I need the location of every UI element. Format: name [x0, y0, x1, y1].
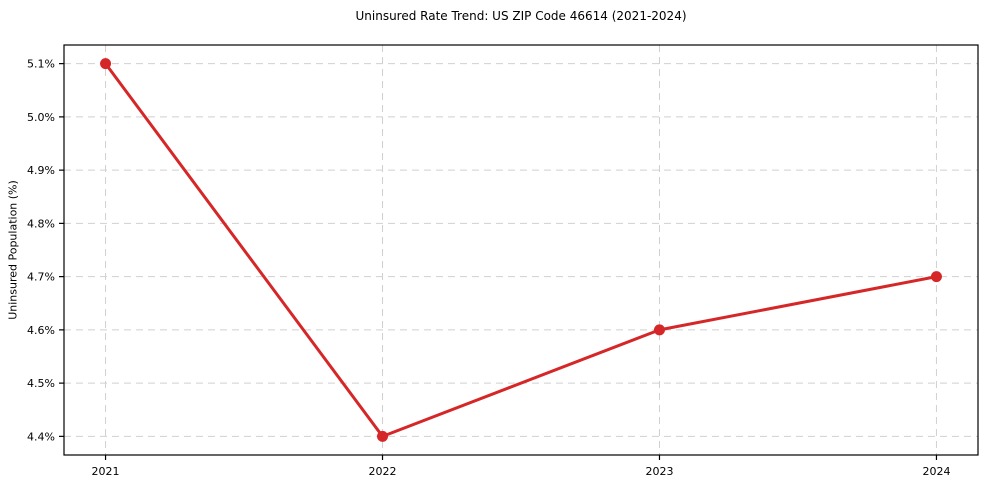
y-tick-label: 5.0% [27, 111, 55, 124]
y-tick-label: 4.9% [27, 164, 55, 177]
y-tick-label: 5.1% [27, 58, 55, 71]
y-tick-label: 4.7% [27, 271, 55, 284]
y-tick-label: 4.5% [27, 377, 55, 390]
data-point-2024 [930, 271, 942, 283]
y-tick-label: 4.4% [27, 430, 55, 443]
plot-border [63, 44, 979, 456]
y-tick-label: 4.8% [27, 217, 55, 230]
data-point-2021 [100, 58, 112, 70]
x-tick-label: 2023 [645, 465, 673, 478]
data-point-2023 [653, 324, 665, 336]
y-axis-label: Uninsured Population (%) [6, 180, 20, 320]
chart-title: Uninsured Rate Trend: US ZIP Code 46614 … [355, 9, 687, 23]
data-point-2022 [377, 430, 389, 442]
x-tick-label: 2022 [369, 465, 397, 478]
x-tick-label: 2021 [92, 465, 120, 478]
y-tick-label: 4.6% [27, 324, 55, 337]
trend-line [104, 62, 938, 438]
x-tick-label: 2024 [922, 465, 950, 478]
